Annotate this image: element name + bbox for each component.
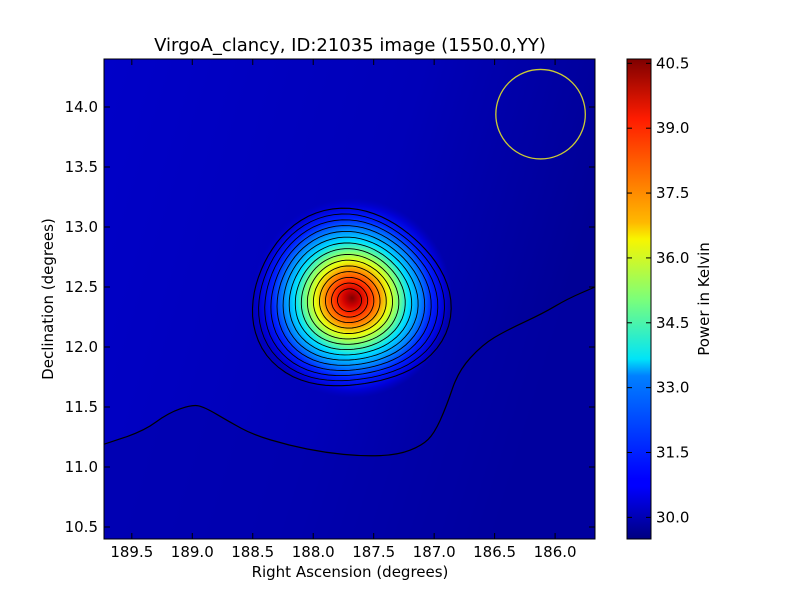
colorbar-bar [626,58,652,540]
beam-circle [495,68,586,160]
contour-ring [331,282,369,318]
x-tick-label: 187.5 [352,543,395,561]
colorbar-tick-label: 33.0 [656,379,689,397]
y-tick-label: 13.5 [65,158,98,176]
x-tick-label: 188.0 [292,543,335,561]
chart-title: VirgoA_clancy, ID:21035 image (1550.0,YY… [154,35,546,56]
y-tick-label: 10.5 [65,518,98,536]
contour-ring [288,242,413,356]
colorbar-tick-label: 40.5 [656,54,689,72]
contour-ring [300,253,400,345]
colorbar-tick-label: 31.5 [656,444,689,462]
contour-ring [264,219,439,377]
colorbar-tick-label: 37.5 [656,184,689,202]
colorbar-tick-label: 36.0 [656,249,689,267]
plot-area [104,59,595,539]
x-tick-label: 186.0 [534,543,577,561]
contour-ring [270,225,432,371]
y-axis-ticks: 10.5 11.0 11.5 12.0 12.5 13.0 13.5 14.0 [65,98,595,536]
y-tick-label: 11.5 [65,398,98,416]
y-tick-label: 11.0 [65,458,98,476]
y-tick-label: 13.0 [65,218,98,236]
colorbar-tick-label: 34.5 [656,314,689,332]
x-tick-label: 187.0 [413,543,456,561]
x-tick-label: 186.5 [473,543,516,561]
contour-ring [258,213,445,382]
y-tick-label: 12.0 [65,338,98,356]
colorbar-tick-label: 39.0 [656,119,689,137]
contour-ring [306,259,393,340]
x-axis-label: Right Ascension (degrees) [252,563,449,581]
colorbar: 30.0 31.5 33.0 34.5 36.0 37.5 39.0 40.5 Power i… [626,54,713,540]
lower-region-shade [104,287,595,539]
colorbar-ticks: 30.0 31.5 33.0 34.5 36.0 37.5 39.0 40.5 [627,54,689,526]
plot-frame [103,58,596,540]
x-tick-label: 188.5 [231,543,274,561]
contour-ring [337,288,363,312]
x-tick-label: 189.0 [171,543,214,561]
y-tick-label: 12.5 [65,278,98,296]
colorbar-label: Power in Kelvin [695,242,713,356]
contour-ring [276,230,426,366]
contour-ring [319,271,381,329]
y-axis-label: Declination (degrees) [39,218,57,380]
contour-ring [251,207,452,387]
contour-ring [294,248,406,351]
source-blob [252,198,452,398]
x-axis-ticks: 189.5 189.0 188.5 188.0 187.5 187.0 186.5 186.0 [110,59,577,561]
y-tick-label: 14.0 [65,98,98,116]
x-tick-label: 189.5 [110,543,153,561]
contour-ring [325,276,375,324]
low-contour-line [104,286,595,457]
contour-ring [312,265,387,334]
contour-ring [282,236,419,361]
contour-lines [251,207,452,387]
colorbar-tick-label: 30.0 [656,508,689,526]
